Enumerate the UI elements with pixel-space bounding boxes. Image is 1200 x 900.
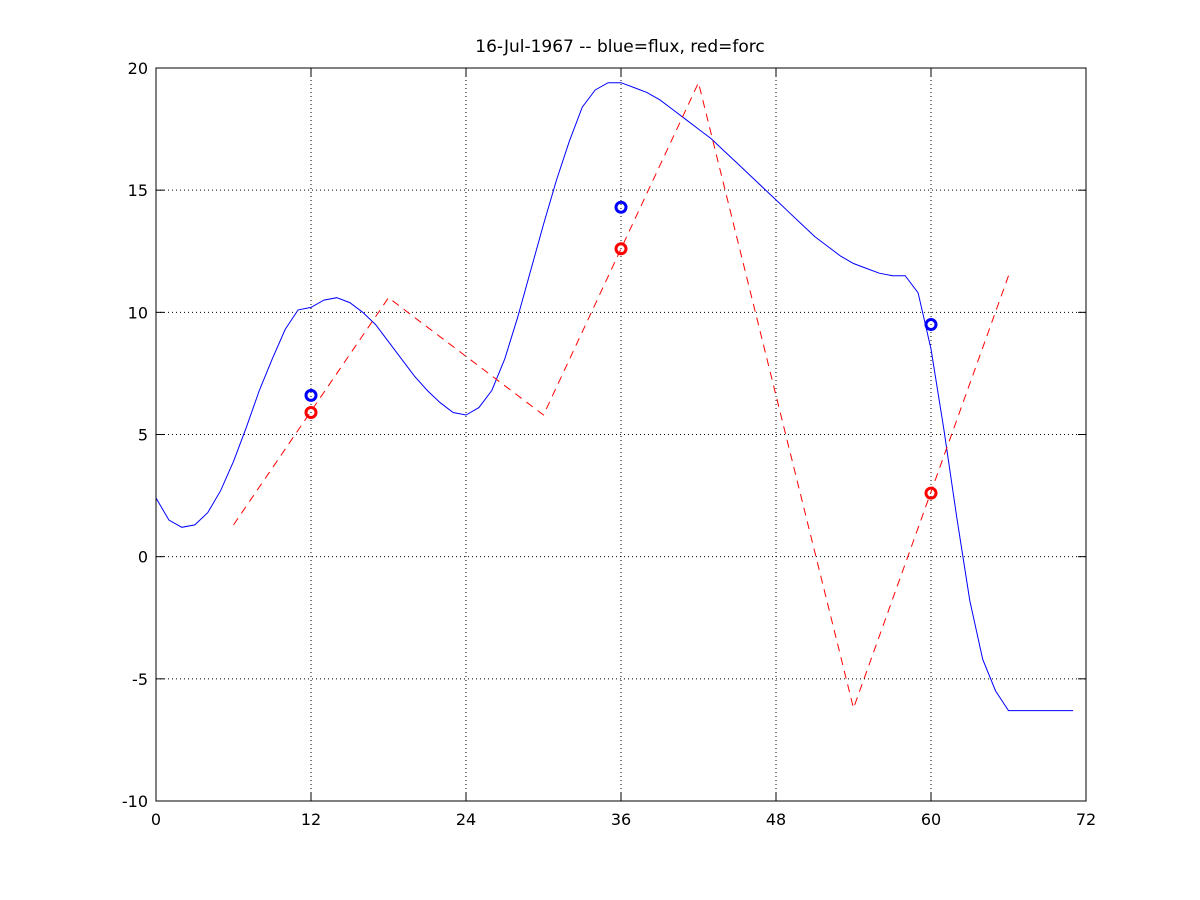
data-point-marker (304, 388, 318, 402)
data-point-marker (614, 200, 628, 214)
y-tick-label: 10 (128, 303, 148, 322)
x-tick-label: 12 (301, 810, 321, 829)
axis-ticks: 0 12 24 36 48 60 72 -10 -5 0 5 10 15 20 (122, 59, 1096, 829)
x-tick-label: 48 (766, 810, 786, 829)
y-tick-label: -10 (122, 792, 148, 811)
data-point-marker (924, 318, 938, 332)
y-tick-label: 0 (138, 548, 148, 567)
series-line (155, 82, 1074, 712)
x-tick-label: 0 (151, 810, 161, 829)
chart-title: 16-Jul-1967 -- blue=flux, red=forc (475, 37, 765, 57)
x-tick-label: 36 (611, 810, 631, 829)
series-line-dashed (233, 81, 1009, 710)
data-series (155, 81, 1074, 712)
x-tick-label: 72 (1076, 810, 1096, 829)
y-tick-label: 5 (138, 426, 148, 445)
y-tick-label: -5 (132, 670, 148, 689)
x-tick-label: 60 (921, 810, 941, 829)
data-point-marker (614, 242, 628, 256)
grid-lines (156, 68, 1086, 801)
data-point-marker (924, 486, 938, 500)
data-point-marker (304, 406, 318, 420)
x-tick-label: 24 (456, 810, 476, 829)
y-tick-label: 15 (128, 181, 148, 200)
y-tick-label: 20 (128, 59, 148, 78)
